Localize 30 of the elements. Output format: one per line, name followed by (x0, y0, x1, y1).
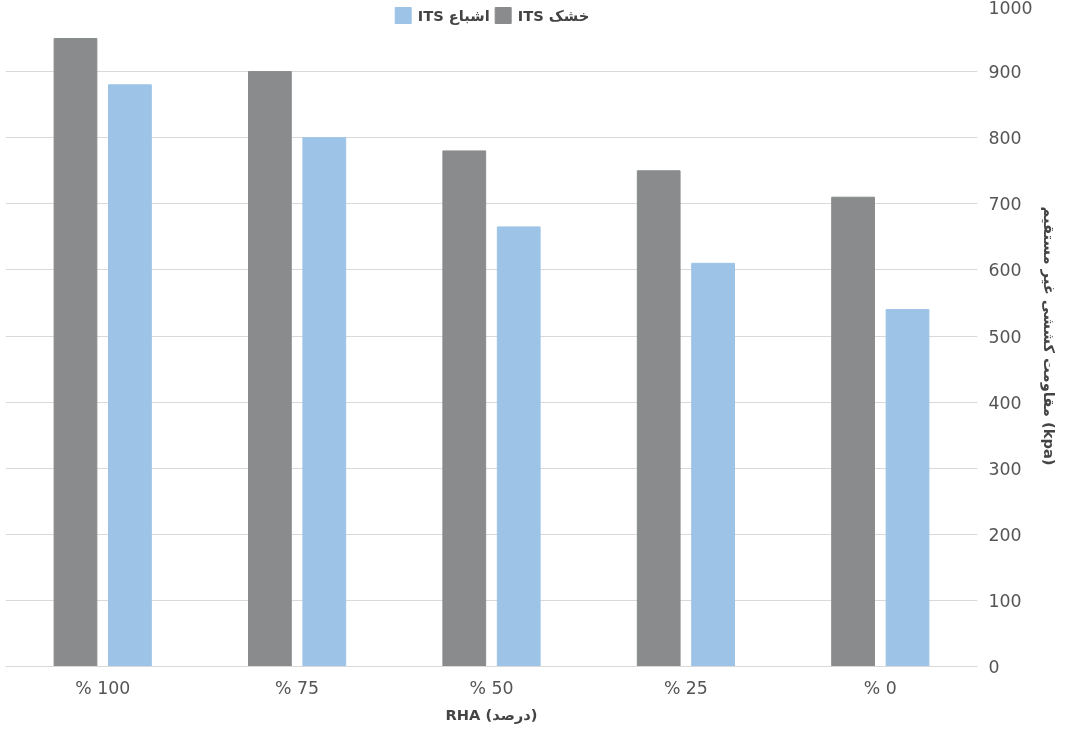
bar (53, 38, 98, 667)
legend-label: ITS خشک (517, 6, 590, 24)
y-tick-label: 500 (988, 326, 1022, 347)
x-tick-label: % 100 (75, 677, 131, 698)
y-tick-label: 200 (988, 524, 1022, 545)
bar (831, 196, 875, 667)
x-tick-label: % 0 (863, 677, 897, 698)
y-tick-label: 300 (988, 458, 1022, 479)
x-tick-label: % 50 (469, 677, 514, 698)
y-tick-label: 900 (988, 62, 1022, 83)
bar (496, 226, 541, 667)
bar (248, 71, 292, 667)
bar (691, 262, 735, 667)
y-tick-label: 400 (988, 392, 1022, 413)
y-tick-label: 700 (988, 194, 1022, 215)
x-tick-label: % 75 (275, 677, 320, 698)
x-tick-label: % 25 (663, 677, 708, 698)
legend-label: ITS اشباع (417, 6, 490, 24)
bar (885, 309, 930, 667)
bar (302, 137, 347, 667)
y-tick-label: 1000 (988, 0, 1033, 18)
y-tick-label: 800 (988, 128, 1022, 149)
bar (442, 150, 487, 667)
bar (636, 170, 681, 667)
y-tick-label: 0 (988, 657, 1000, 677)
bar (108, 84, 152, 667)
x-axis-title: RHA (درصد) (445, 705, 538, 724)
y-axis-title: مقاومت کششی غیر مستقیم (kpa) (1039, 206, 1058, 466)
y-tick-label: 100 (988, 590, 1022, 611)
y-tick-label: 600 (988, 260, 1022, 281)
